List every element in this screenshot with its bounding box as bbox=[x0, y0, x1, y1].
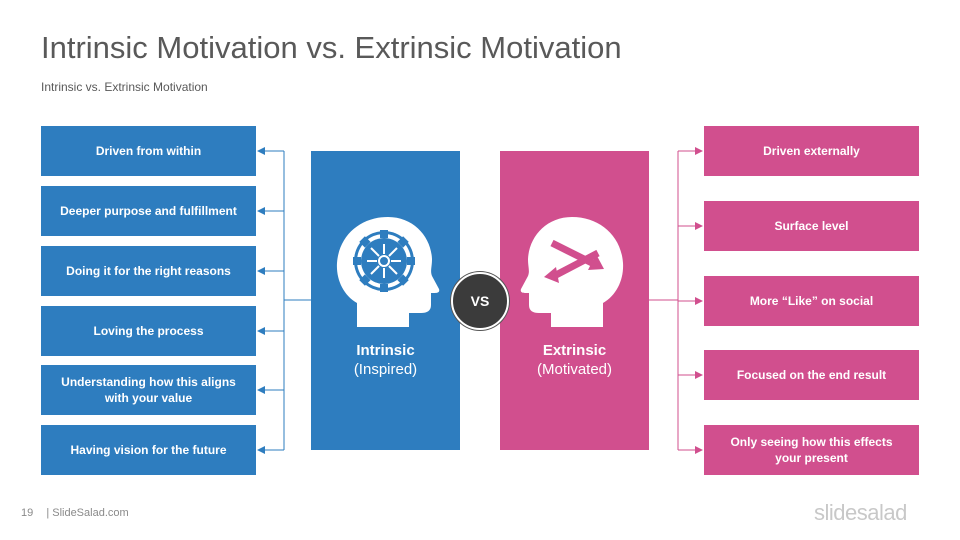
intrinsic-sublabel: (Inspired) bbox=[353, 361, 418, 378]
footer-site: | SlideSalad.com bbox=[46, 507, 129, 519]
head-arrows-icon bbox=[520, 217, 624, 327]
extrinsic-panel: Extrinsic (Motivated) bbox=[500, 151, 649, 450]
head-gear-icon bbox=[336, 217, 440, 327]
vs-badge: VS bbox=[451, 272, 509, 330]
extrinsic-label: Extrinsic bbox=[542, 342, 607, 359]
extrinsic-item-5: Only seeing how this effects your presen… bbox=[704, 425, 919, 475]
page-title: Intrinsic Motivation vs. Extrinsic Motiv… bbox=[41, 30, 622, 65]
intrinsic-item-6: Having vision for the future bbox=[41, 425, 256, 475]
intrinsic-label: Intrinsic bbox=[356, 342, 415, 359]
intrinsic-item-1: Driven from within bbox=[41, 126, 256, 176]
page-subtitle: Intrinsic vs. Extrinsic Motivation bbox=[41, 80, 208, 94]
intrinsic-item-5: Understanding how this aligns with your … bbox=[41, 365, 256, 415]
extrinsic-sublabel: (Motivated) bbox=[536, 361, 613, 378]
intrinsic-panel: Intrinsic (Inspired) bbox=[311, 151, 460, 450]
page-number: 19 bbox=[21, 507, 34, 519]
extrinsic-item-3: More “Like” on social bbox=[704, 276, 919, 326]
intrinsic-item-3: Doing it for the right reasons bbox=[41, 246, 256, 296]
extrinsic-item-1: Driven externally bbox=[704, 126, 919, 176]
intrinsic-item-4: Loving the process bbox=[41, 306, 256, 356]
brand-logo: slidesalad bbox=[814, 500, 907, 525]
extrinsic-item-2: Surface level bbox=[704, 201, 919, 251]
intrinsic-item-2: Deeper purpose and fulfillment bbox=[41, 186, 256, 236]
extrinsic-item-4: Focused on the end result bbox=[704, 350, 919, 400]
footer: 19 | SlideSalad.com bbox=[21, 507, 129, 519]
